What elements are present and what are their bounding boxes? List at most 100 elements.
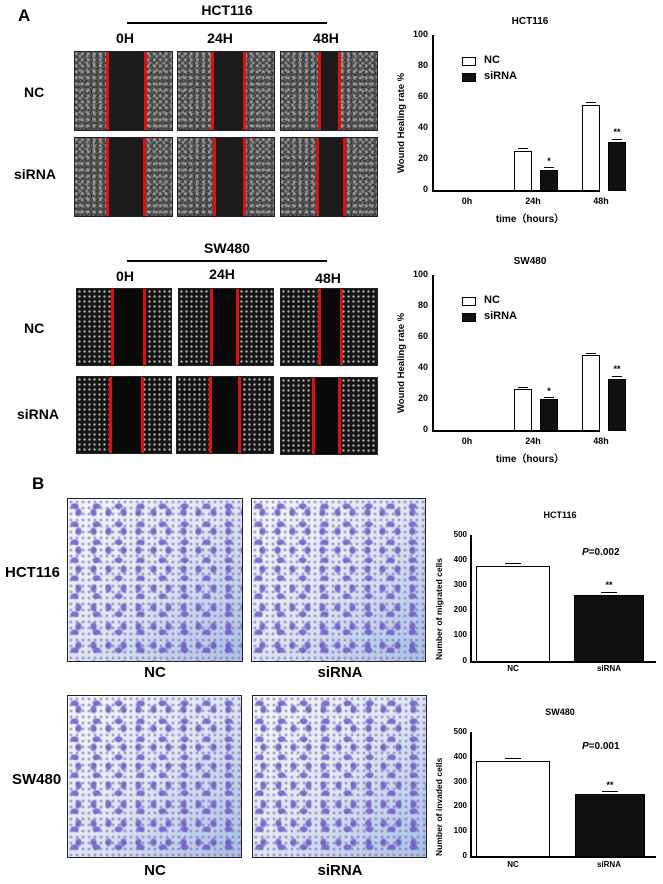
y-axis	[470, 535, 472, 662]
bar-nc-24h	[514, 389, 532, 431]
caption-sw480-sirna: siRNA	[317, 862, 363, 879]
y-tick: 40	[417, 362, 428, 372]
error-bar	[518, 148, 528, 149]
hct116-sirna-48h-image	[280, 137, 378, 217]
y-tick: 100	[412, 269, 428, 279]
sw480-sirna-48h-image	[280, 377, 378, 455]
error-bar	[586, 102, 596, 103]
bar-sirna	[574, 595, 644, 662]
legend-swatch-nc	[462, 57, 476, 66]
sw480-row-label-sirna: siRNA	[17, 406, 60, 422]
chart-title: HCT116	[511, 16, 549, 27]
y-tick: 60	[417, 331, 428, 341]
y-tick: 300	[453, 777, 467, 786]
bar-sirna-48h	[608, 142, 626, 191]
hct116-title-underline	[127, 22, 327, 24]
legend-swatch-sirna	[462, 73, 476, 82]
y-tick: 80	[417, 60, 428, 70]
p-value: P=0.001	[582, 741, 620, 752]
x-axis	[470, 661, 656, 663]
x-tick: 48h	[593, 196, 609, 206]
y-tick: 20	[417, 393, 428, 403]
caption-hct116-nc: NC	[144, 664, 166, 681]
chart-title: SW480	[545, 707, 575, 717]
bar-sirna	[575, 794, 645, 857]
error-bar	[505, 758, 521, 759]
caption-sw480-nc: NC	[144, 862, 166, 879]
y-axis	[432, 35, 434, 191]
bar-nc	[476, 761, 550, 857]
chart-sw480-wound: SW480 Wound Healing rate % 100 80 60 40 …	[390, 250, 650, 470]
error-bar	[612, 139, 622, 140]
y-axis	[470, 732, 472, 857]
sw480-header-0h: 0H	[116, 268, 134, 284]
significance-24h: *	[547, 156, 551, 166]
x-tick: NC	[507, 860, 519, 869]
y-tick: 100	[412, 29, 428, 39]
y-tick: 0	[462, 656, 467, 665]
hct116-sirna-0h-image	[74, 137, 173, 217]
y-tick: 0	[422, 424, 428, 434]
error-bar	[544, 167, 554, 168]
error-bar	[602, 791, 618, 792]
error-bar	[505, 563, 521, 564]
x-tick: 0h	[461, 196, 473, 206]
bar-sirna-48h	[608, 379, 626, 431]
y-tick: 100	[453, 630, 467, 639]
bar-nc	[476, 566, 550, 662]
x-axis-label: time（hours）	[495, 214, 565, 225]
y-tick: 20	[417, 153, 428, 163]
y-axis	[432, 275, 434, 431]
legend-swatch-nc	[462, 297, 476, 306]
hct116-nc-48h-image	[280, 51, 378, 131]
x-tick: siRNA	[596, 664, 621, 673]
sw480-sirna-24h-image	[176, 376, 274, 454]
x-tick: NC	[507, 664, 519, 673]
error-bar	[518, 387, 528, 388]
x-axis	[470, 856, 656, 858]
legend-swatch-sirna	[462, 313, 476, 322]
hct116-row-label-sirna: siRNA	[14, 166, 57, 182]
chart-hct116-migrated: HCT116 Number of migrated cells 500 400 …	[430, 500, 660, 680]
bar-sirna-24h	[540, 170, 558, 191]
hct116-wound-title: HCT116	[201, 2, 253, 18]
y-tick: 200	[453, 605, 467, 614]
sw480-title-underline	[127, 260, 327, 262]
chart-title: HCT116	[543, 510, 577, 520]
caption-hct116-sirna: siRNA	[317, 664, 363, 681]
significance-sirna: **	[605, 580, 613, 590]
hct116-row-label-nc: NC	[24, 84, 45, 100]
legend-label-sirna: siRNA	[484, 70, 518, 82]
chart-sw480-invaded: SW480 Number of invaded cells 500 400 30…	[430, 690, 660, 880]
x-tick: 0h	[461, 436, 473, 446]
sw480-nc-48h-image	[280, 288, 378, 366]
bar-nc-48h	[582, 105, 600, 191]
hct116-nc-24h-image	[177, 51, 275, 131]
hct116-header-48h: 48H	[313, 30, 339, 46]
sw480-header-48h: 48H	[315, 270, 341, 286]
x-tick: 24h	[525, 436, 541, 446]
bar-nc-48h	[582, 355, 600, 431]
y-tick: 80	[417, 300, 428, 310]
error-bar	[586, 353, 596, 354]
hct116-header-0h: 0H	[116, 30, 134, 46]
transwell-sw480-nc-image	[67, 695, 242, 858]
x-tick: siRNA	[596, 860, 621, 869]
hct116-nc-0h-image	[74, 51, 173, 131]
error-bar	[612, 376, 622, 377]
hct116-header-24h: 24H	[207, 30, 233, 46]
y-tick: 0	[462, 851, 467, 860]
significance-24h: *	[547, 386, 551, 396]
significance-48h: **	[613, 127, 621, 137]
sw480-nc-24h-image	[178, 288, 274, 366]
sw480-row-label-nc: NC	[24, 320, 45, 336]
y-tick: 400	[453, 555, 467, 564]
y-tick: 60	[417, 91, 428, 101]
sw480-wound-title: SW480	[204, 240, 250, 256]
transwell-row-label-hct116: HCT116	[5, 564, 61, 581]
panel-letter-b: B	[32, 474, 45, 493]
y-tick: 100	[453, 826, 467, 835]
transwell-sw480-sirna-image	[252, 695, 427, 858]
y-tick: 500	[453, 530, 467, 539]
sw480-header-24h: 24H	[209, 266, 235, 282]
